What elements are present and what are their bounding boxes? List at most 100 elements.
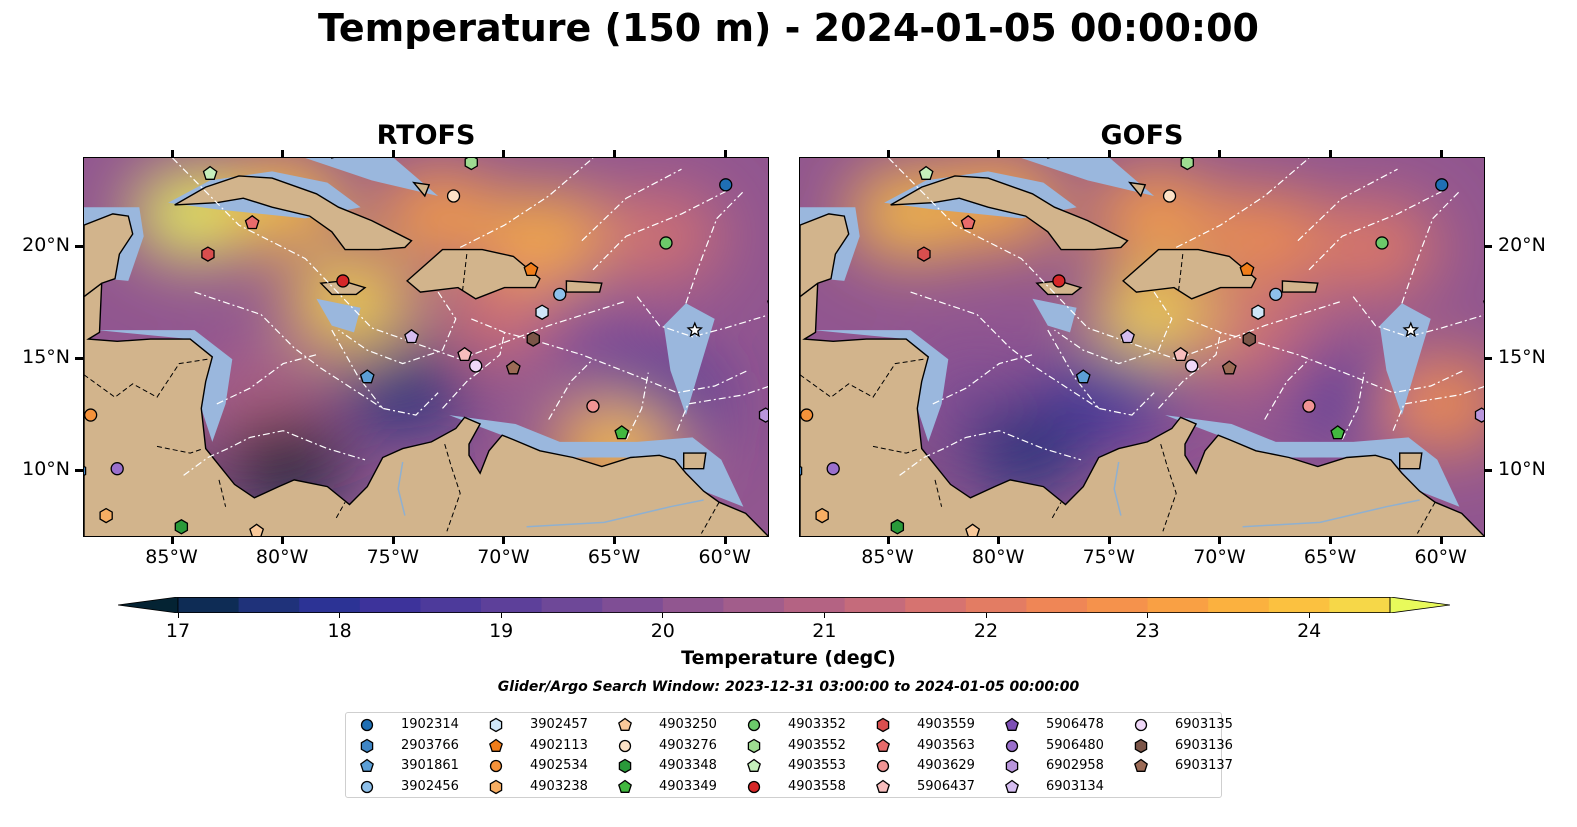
colorbar-segment bbox=[1268, 597, 1330, 613]
legend-symbol bbox=[876, 717, 890, 733]
legend-marker-4903552 bbox=[747, 738, 761, 753]
float-marker-3902456 bbox=[553, 287, 567, 302]
float-marker-6903137 bbox=[1221, 360, 1237, 375]
temperature-region-2 bbox=[1092, 169, 1217, 258]
legend-marker-6903134 bbox=[1005, 779, 1019, 793]
colorbar-tick-mark bbox=[339, 613, 341, 618]
y-tick-label-left: 15°N bbox=[22, 346, 70, 369]
y-tick-mark bbox=[75, 357, 83, 361]
colorbar-segment bbox=[238, 597, 300, 613]
colorbar-tick-label: 22 bbox=[973, 620, 999, 642]
float-marker-4903352 bbox=[1375, 236, 1389, 250]
temperature-region-9 bbox=[1047, 348, 1172, 437]
legend-marker-6903137 bbox=[1134, 758, 1148, 772]
float-marker-6903136 bbox=[1242, 331, 1256, 347]
legend-symbol bbox=[618, 758, 632, 774]
legend-label: 4903250 bbox=[659, 717, 717, 732]
float-marker-4903559 bbox=[201, 246, 215, 262]
float-marker-3902457 bbox=[535, 304, 549, 320]
eez-boundary bbox=[1401, 191, 1460, 304]
float-marker-1902314 bbox=[1435, 178, 1449, 192]
land-cuba bbox=[174, 175, 413, 251]
eez-boundary bbox=[1047, 329, 1100, 409]
legend-marker-4903348 bbox=[618, 758, 632, 774]
legend-marker-4903238 bbox=[489, 779, 503, 794]
legend-label: 4903552 bbox=[788, 737, 846, 753]
float-marker-5906437 bbox=[457, 346, 473, 362]
float-marker-1902314 bbox=[719, 178, 733, 192]
colorbar-segment bbox=[662, 597, 724, 613]
legend-marker-4903558 bbox=[747, 780, 761, 793]
y-tick-mark bbox=[1484, 245, 1492, 249]
eez-boundary bbox=[676, 386, 768, 431]
legend-label: 4903352 bbox=[788, 717, 846, 732]
legend-label: 4903563 bbox=[917, 737, 975, 753]
x-tick-label: 75°W bbox=[366, 546, 420, 568]
colorbar-tick-mark bbox=[500, 613, 502, 618]
shelf-area-4 bbox=[449, 415, 744, 507]
colorbar-tick-label: 18 bbox=[327, 620, 352, 642]
eez-boundary bbox=[216, 354, 317, 405]
land-hispaniola bbox=[406, 248, 541, 300]
temperature-region-5 bbox=[287, 259, 412, 348]
float-marker-5906437 bbox=[1173, 346, 1189, 362]
x-tick-mark bbox=[997, 150, 1001, 157]
y-tick-mark bbox=[1484, 468, 1492, 472]
legend-label: 6903135 bbox=[1175, 717, 1233, 732]
x-tick-mark bbox=[723, 150, 727, 157]
legend-symbol bbox=[360, 738, 374, 753]
colorbar-tick-label: 24 bbox=[1297, 620, 1322, 642]
river bbox=[1113, 461, 1122, 516]
colorbar-tick-label: 20 bbox=[650, 620, 675, 642]
x-tick-mark bbox=[997, 537, 1001, 544]
land-cuba bbox=[890, 175, 1129, 251]
float-marker-6903137 bbox=[505, 360, 521, 375]
float-marker-6903136 bbox=[526, 331, 540, 347]
x-tick-mark bbox=[391, 150, 395, 157]
colorbar-label: Temperature (degC) bbox=[681, 647, 896, 669]
legend-symbol bbox=[1134, 718, 1148, 732]
eez-boundary bbox=[899, 430, 1082, 476]
legend-label: 6903136 bbox=[1175, 737, 1233, 753]
panel-title-rtofs: RTOFS bbox=[376, 120, 476, 151]
float-marker-4903629 bbox=[586, 399, 600, 413]
eez-boundary bbox=[592, 190, 726, 271]
land-yucatan-top bbox=[84, 213, 134, 298]
temperature-region-4 bbox=[597, 192, 722, 281]
x-tick-mark bbox=[886, 150, 890, 157]
colorbar-segment bbox=[905, 597, 967, 613]
x-tick-mark bbox=[613, 150, 617, 157]
legend-marker-4903559 bbox=[876, 717, 890, 733]
legend-label: 5906478 bbox=[1046, 717, 1104, 732]
colorbar-segment bbox=[481, 597, 543, 613]
legend-marker-4903349 bbox=[618, 779, 632, 793]
country-border bbox=[1177, 254, 1184, 293]
eez-boundary bbox=[1054, 291, 1173, 365]
legend-marker-6903136 bbox=[1134, 738, 1148, 753]
float-marker-4903629 bbox=[1302, 399, 1316, 413]
land-trinidad bbox=[1399, 452, 1423, 470]
river bbox=[526, 499, 704, 528]
country-border bbox=[335, 501, 346, 519]
float-marker-4903352 bbox=[659, 236, 673, 250]
x-tick-mark bbox=[502, 150, 506, 157]
country-border bbox=[800, 358, 924, 398]
country-border bbox=[156, 445, 204, 454]
x-tick-mark bbox=[613, 537, 617, 544]
x-tick-mark bbox=[723, 537, 727, 544]
legend-label: 4902113 bbox=[530, 737, 588, 753]
x-tick-mark bbox=[391, 537, 395, 544]
x-tick-label: 80°W bbox=[971, 546, 1025, 568]
legend-marker-6903135 bbox=[1134, 718, 1148, 732]
float-marker-4903552 bbox=[464, 158, 478, 171]
legend-marker-4903352 bbox=[747, 718, 761, 732]
float-marker-2903766 bbox=[84, 465, 87, 477]
legend-symbol bbox=[876, 779, 890, 793]
float-marker-4903238 bbox=[815, 507, 829, 524]
legend-label: 3902457 bbox=[530, 717, 588, 732]
legend-marker-4903563 bbox=[876, 738, 890, 752]
temperature-region-4 bbox=[1313, 203, 1438, 292]
legend-label: 4903349 bbox=[659, 778, 717, 794]
eez-boundary bbox=[932, 354, 1033, 405]
x-tick-mark bbox=[1107, 537, 1111, 544]
